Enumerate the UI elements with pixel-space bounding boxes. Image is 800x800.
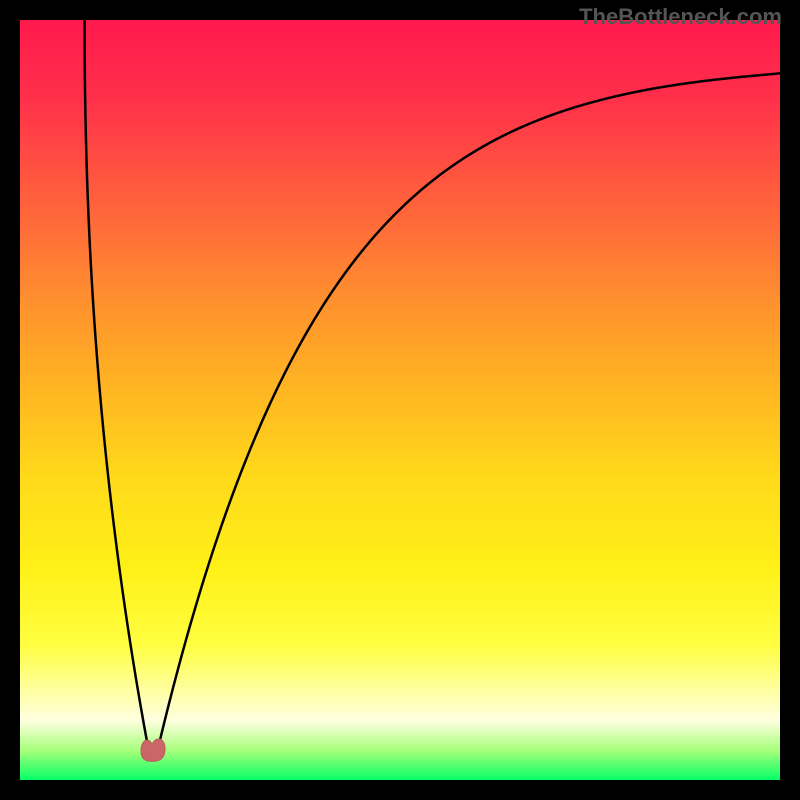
watermark-text: TheBottleneck.com — [579, 4, 782, 30]
bottleneck-curve — [85, 20, 780, 755]
plot-area — [20, 20, 780, 780]
chart-stage: TheBottleneck.com — [0, 0, 800, 800]
curve-minimum-blob — [141, 739, 165, 761]
curve-layer — [20, 20, 780, 780]
